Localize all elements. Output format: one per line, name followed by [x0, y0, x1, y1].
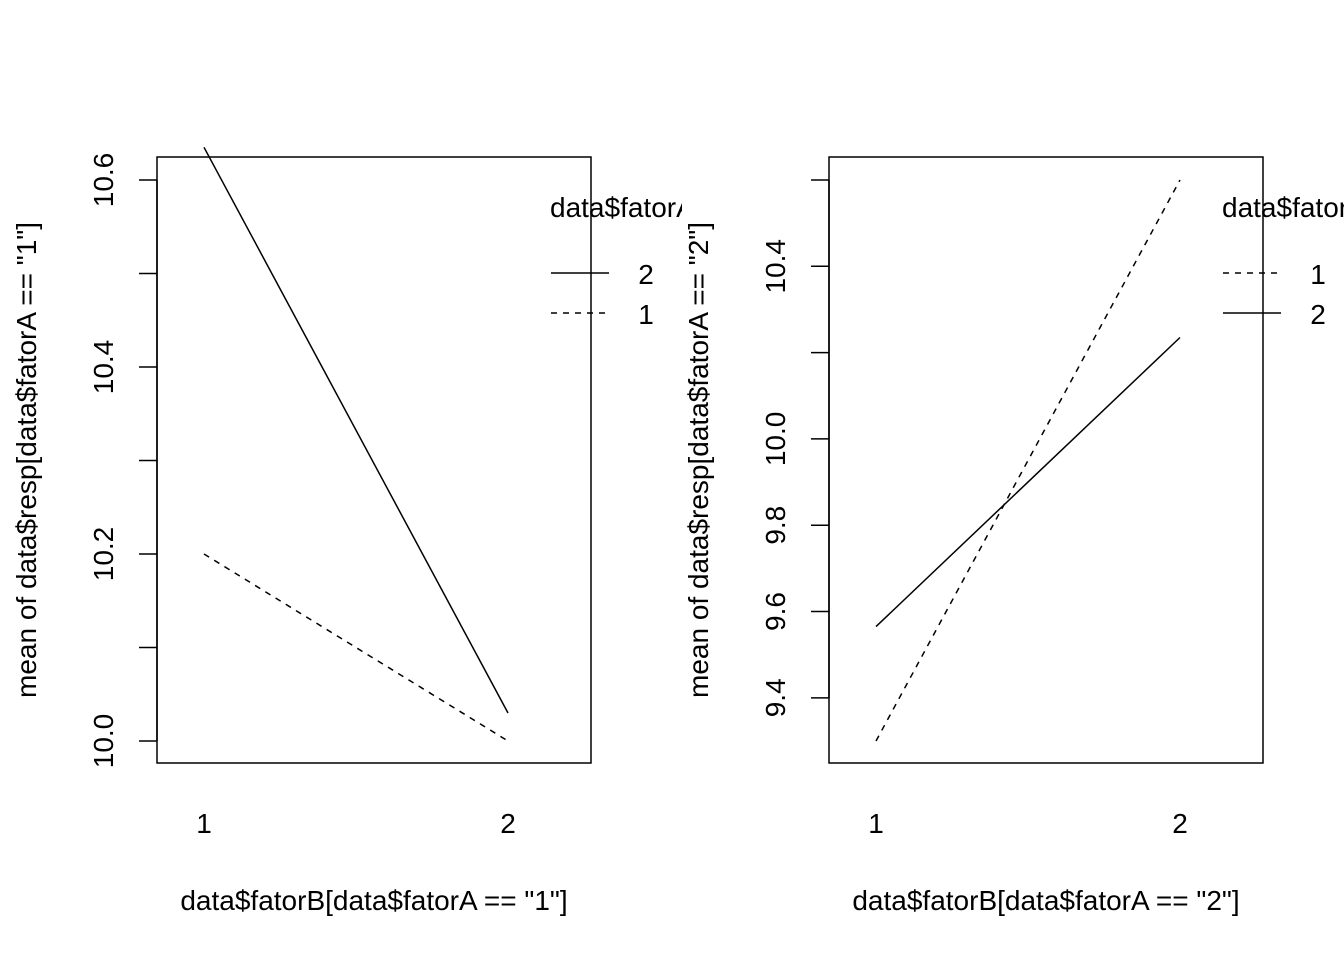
y-tick-label: 10.2: [88, 527, 119, 582]
legend-title: data$fatorA: [550, 192, 695, 223]
legend-entries: 21: [551, 259, 654, 330]
y-tick-label: 9.8: [760, 506, 791, 545]
y-axis: 10.0 10.2 10.4 10.6: [88, 153, 158, 769]
legend-label-2: 2: [1310, 299, 1326, 330]
x-axis-label: data$fatorB[data$fatorA == "1"]: [180, 885, 567, 916]
y-tick-label: 10.0: [88, 714, 119, 769]
legend-entries: 12: [1223, 259, 1326, 330]
legend-label-2: 2: [638, 259, 654, 290]
y-tick-label: 10.0: [760, 412, 791, 467]
y-axis-label: mean of data$resp[data$fatorA == "1"]: [11, 222, 42, 698]
legend-title: data$fatorA: [1222, 192, 1344, 223]
y-axis-label: mean of data$resp[data$fatorA == "2"]: [683, 222, 714, 698]
series-line-2: [203, 146, 509, 714]
y-tick-label: 10.6: [88, 153, 119, 208]
legend: data$fatorA 12: [1222, 192, 1344, 330]
y-axis: 9.4 9.6 9.8 10.0 10.4: [760, 179, 830, 717]
y-tick-label: 10.4: [88, 340, 119, 395]
y-tick-label: 9.4: [760, 678, 791, 717]
x-axis-label: data$fatorB[data$fatorA == "2"]: [852, 885, 1239, 916]
x-tick-label: 1: [868, 808, 884, 839]
y-tick-label: 10.4: [760, 239, 791, 294]
legend: data$fatorA 21: [550, 192, 695, 330]
series-lines: [875, 179, 1181, 742]
series-line-2: [875, 336, 1181, 628]
legend-label-1: 1: [638, 299, 654, 330]
legend-label-1: 1: [1310, 259, 1326, 290]
y-tick-label: 9.6: [760, 592, 791, 631]
series-line-1: [875, 179, 1181, 742]
x-tick-label: 2: [1172, 808, 1188, 839]
x-tick-label: 1: [196, 808, 212, 839]
x-tick-label: 2: [500, 808, 516, 839]
series-lines: [203, 146, 509, 742]
